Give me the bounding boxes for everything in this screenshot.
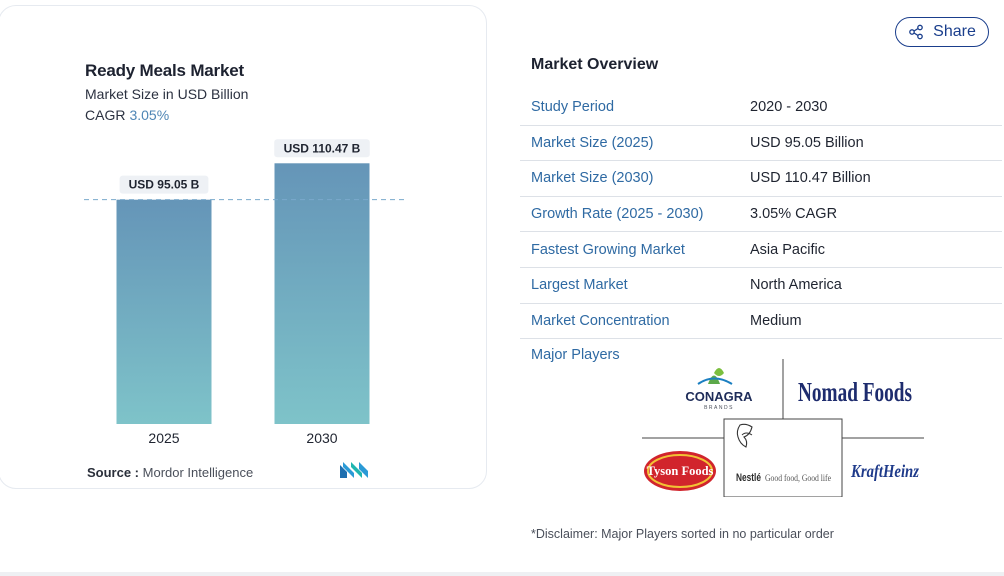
data-label: USD 110.47 B (284, 141, 361, 155)
nestle-text: Nestlé (736, 472, 761, 484)
source-value: Mordor Intelligence (142, 465, 254, 480)
disclaimer: *Disclaimer: Major Players sorted in no … (531, 527, 834, 541)
mordor-logo-icon (340, 462, 368, 478)
cagr-value: 3.05% (129, 107, 170, 123)
nomad-foods-logo: Nomad Foods (798, 377, 912, 407)
cagr-line: CAGR 3.05% (85, 107, 169, 123)
x-tick-label: 2030 (306, 430, 337, 446)
overview-label[interactable]: Growth Rate (2025 - 2030) (531, 206, 704, 223)
conagra-logo-icon: CONAGRA BRANDS (685, 368, 753, 411)
data-label-box (274, 139, 370, 158)
conagra-sub-text: BRANDS (704, 405, 734, 411)
overview-value: USD 110.47 Billion (750, 170, 871, 187)
overview-row-market-size-2025: Market Size (2025) USD 95.05 Billion (520, 126, 1002, 162)
tyson-text: Tyson Foods (647, 464, 714, 478)
share-label: Share (933, 23, 976, 40)
overview-value: Medium (750, 312, 802, 329)
overview-label[interactable]: Largest Market (531, 277, 628, 294)
x-tick-label: 2025 (148, 430, 179, 446)
overview-row-market-size-2030: Market Size (2030) USD 110.47 Billion (520, 161, 1002, 197)
overview-title: Market Overview (531, 56, 659, 73)
chart-card (0, 5, 487, 489)
source-line: Source : Mordor Intelligence (87, 465, 253, 480)
overview-row-growth-rate: Growth Rate (2025 - 2030) 3.05% CAGR (520, 197, 1002, 233)
kraft-heinz-logo: KraftHeinz (850, 461, 919, 481)
share-icon (909, 24, 923, 40)
cagr-label: CAGR (85, 107, 126, 123)
overview-label[interactable]: Study Period (531, 99, 615, 116)
overview-table: Study Period 2020 - 2030 Market Size (20… (520, 90, 1002, 340)
data-label-box (119, 175, 209, 194)
overview-value: 3.05% CAGR (750, 206, 838, 223)
overview-label[interactable]: Fastest Growing Market (531, 241, 685, 258)
nestle-logo-icon: Nestlé Good food, Good life (736, 423, 831, 484)
nestle-tagline: Good food, Good life (765, 473, 831, 483)
source-label: Source : (87, 465, 140, 480)
overview-value: USD 95.05 Billion (750, 134, 864, 151)
overview-row-fastest-growing: Fastest Growing Market Asia Pacific (520, 232, 1002, 268)
major-players-label[interactable]: Major Players (531, 347, 620, 363)
conagra-text: CONAGRA (685, 389, 753, 404)
overview-label[interactable]: Market Size (2025) (531, 134, 654, 151)
overview-label[interactable]: Market Concentration (531, 312, 670, 329)
bar-2030 (274, 163, 370, 424)
bar-2025 (116, 199, 212, 424)
overview-value: 2020 - 2030 (750, 99, 828, 116)
data-label: USD 95.05 B (129, 178, 200, 192)
chart-title: Ready Meals Market (85, 61, 244, 80)
bar-chart: USD 95.05 B 2025 USD 110.47 B 2030 (84, 139, 404, 446)
chart-subtitle: Market Size in USD Billion (85, 86, 249, 102)
overview-row-largest-market: Largest Market North America (520, 268, 1002, 304)
overview-value: North America (750, 277, 842, 294)
overview-row-concentration: Market Concentration Medium (520, 304, 1002, 340)
tyson-foods-logo-icon: Tyson Foods (644, 451, 716, 491)
overview-row-study-period: Study Period 2020 - 2030 (520, 90, 1002, 126)
overview-value: Asia Pacific (750, 241, 825, 258)
major-players-logos: CONAGRA BRANDS Nomad Foods Tyson Foods N… (642, 359, 924, 497)
share-button[interactable]: Share (895, 17, 989, 47)
footer-divider (0, 572, 1004, 576)
overview-label[interactable]: Market Size (2030) (531, 170, 654, 187)
